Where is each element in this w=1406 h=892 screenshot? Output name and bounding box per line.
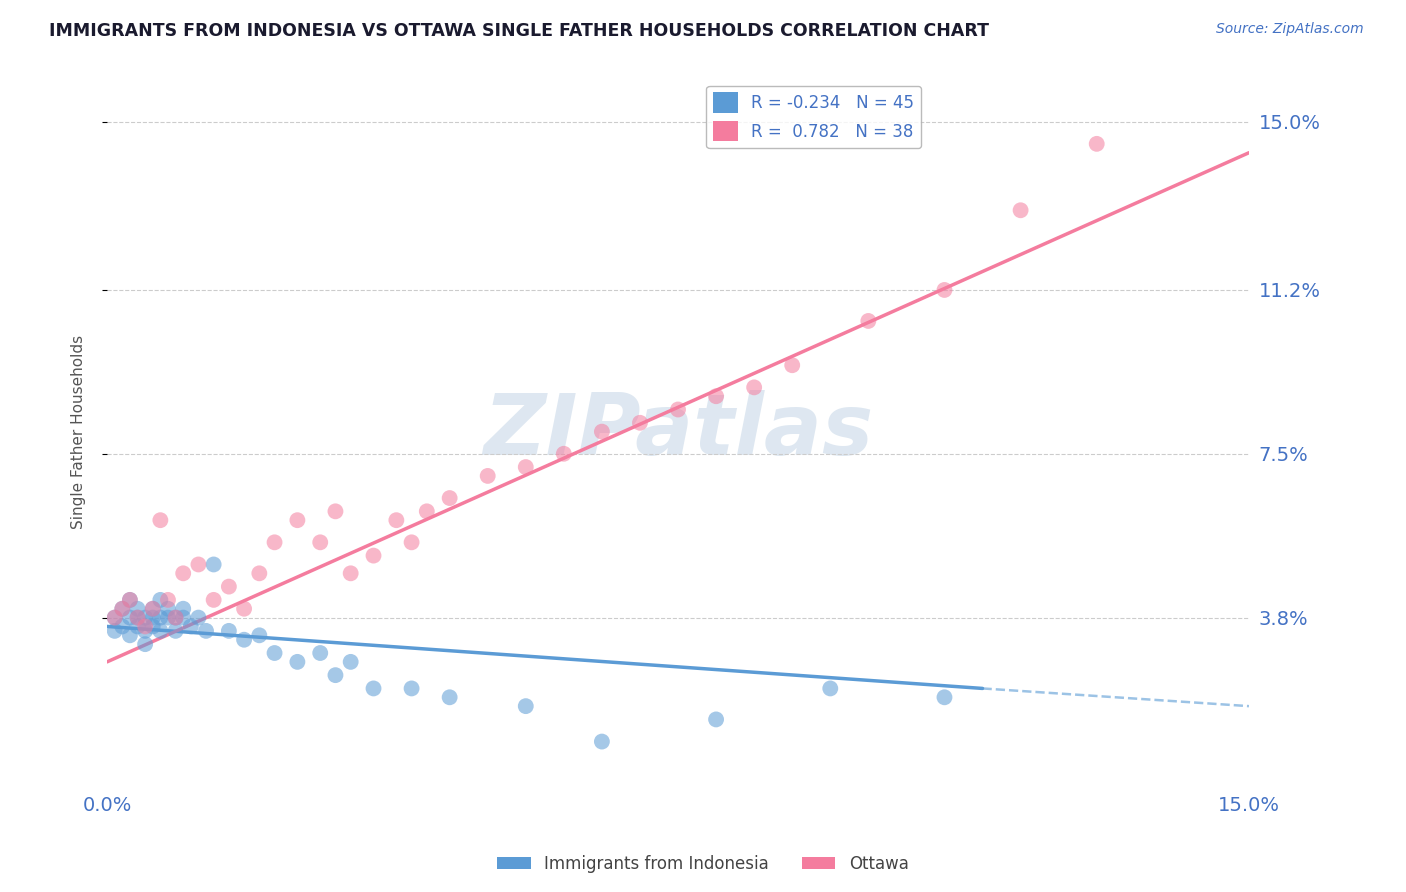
Point xyxy=(127,610,149,624)
Text: Source: ZipAtlas.com: Source: ZipAtlas.com xyxy=(1216,22,1364,37)
Point xyxy=(704,713,727,727)
Point xyxy=(1010,203,1032,218)
Point xyxy=(591,734,613,748)
Point xyxy=(934,690,956,705)
Point xyxy=(111,601,134,615)
Point xyxy=(309,535,332,549)
Text: ZIPatlas: ZIPatlas xyxy=(482,390,873,473)
Point xyxy=(363,549,385,563)
Point xyxy=(439,690,461,705)
Point xyxy=(309,646,332,660)
Point xyxy=(233,632,256,647)
Point xyxy=(325,504,347,518)
Point xyxy=(149,513,172,527)
Point xyxy=(142,601,165,615)
Point xyxy=(172,566,194,581)
Point xyxy=(780,358,803,372)
Point xyxy=(515,460,537,475)
Point xyxy=(218,624,240,638)
Point xyxy=(156,610,179,624)
Point xyxy=(858,314,880,328)
Point xyxy=(195,624,218,638)
Point xyxy=(142,619,165,633)
Legend: Immigrants from Indonesia, Ottawa: Immigrants from Indonesia, Ottawa xyxy=(491,848,915,880)
Point xyxy=(118,593,141,607)
Point xyxy=(325,668,347,682)
Point xyxy=(416,504,439,518)
Point xyxy=(165,610,187,624)
Point xyxy=(142,601,165,615)
Point xyxy=(401,681,423,696)
Point xyxy=(287,655,309,669)
Point xyxy=(134,624,156,638)
Point xyxy=(202,558,225,572)
Point xyxy=(1085,136,1108,151)
Point xyxy=(142,610,165,624)
Text: IMMIGRANTS FROM INDONESIA VS OTTAWA SINGLE FATHER HOUSEHOLDS CORRELATION CHART: IMMIGRANTS FROM INDONESIA VS OTTAWA SING… xyxy=(49,22,990,40)
Point xyxy=(820,681,842,696)
Point xyxy=(134,610,156,624)
Point xyxy=(180,619,202,633)
Point xyxy=(263,646,285,660)
Point xyxy=(233,601,256,615)
Point xyxy=(263,535,285,549)
Point xyxy=(363,681,385,696)
Point xyxy=(127,610,149,624)
Legend: R = -0.234   N = 45, R =  0.782   N = 38: R = -0.234 N = 45, R = 0.782 N = 38 xyxy=(706,86,921,148)
Point xyxy=(172,601,194,615)
Point xyxy=(165,610,187,624)
Point xyxy=(149,624,172,638)
Point xyxy=(591,425,613,439)
Point xyxy=(149,593,172,607)
Point xyxy=(742,380,765,394)
Point xyxy=(247,566,270,581)
Point xyxy=(104,610,127,624)
Point xyxy=(385,513,408,527)
Point xyxy=(704,389,727,403)
Point xyxy=(187,558,209,572)
Point xyxy=(666,402,689,417)
Point xyxy=(401,535,423,549)
Point xyxy=(218,580,240,594)
Point xyxy=(477,469,499,483)
Point xyxy=(339,655,361,669)
Point xyxy=(515,699,537,714)
Point xyxy=(134,619,156,633)
Point xyxy=(156,593,179,607)
Point xyxy=(127,601,149,615)
Point xyxy=(247,628,270,642)
Point xyxy=(118,593,141,607)
Point xyxy=(287,513,309,527)
Point xyxy=(202,593,225,607)
Point xyxy=(165,624,187,638)
Point xyxy=(118,628,141,642)
Point xyxy=(111,619,134,633)
Point xyxy=(172,610,194,624)
Point xyxy=(134,637,156,651)
Point xyxy=(118,610,141,624)
Y-axis label: Single Father Households: Single Father Households xyxy=(72,334,86,529)
Point xyxy=(439,491,461,505)
Point xyxy=(187,610,209,624)
Point xyxy=(934,283,956,297)
Point xyxy=(149,610,172,624)
Point xyxy=(156,601,179,615)
Point xyxy=(104,610,127,624)
Point xyxy=(339,566,361,581)
Point xyxy=(553,447,575,461)
Point xyxy=(127,619,149,633)
Point xyxy=(628,416,651,430)
Point xyxy=(111,601,134,615)
Point xyxy=(104,624,127,638)
